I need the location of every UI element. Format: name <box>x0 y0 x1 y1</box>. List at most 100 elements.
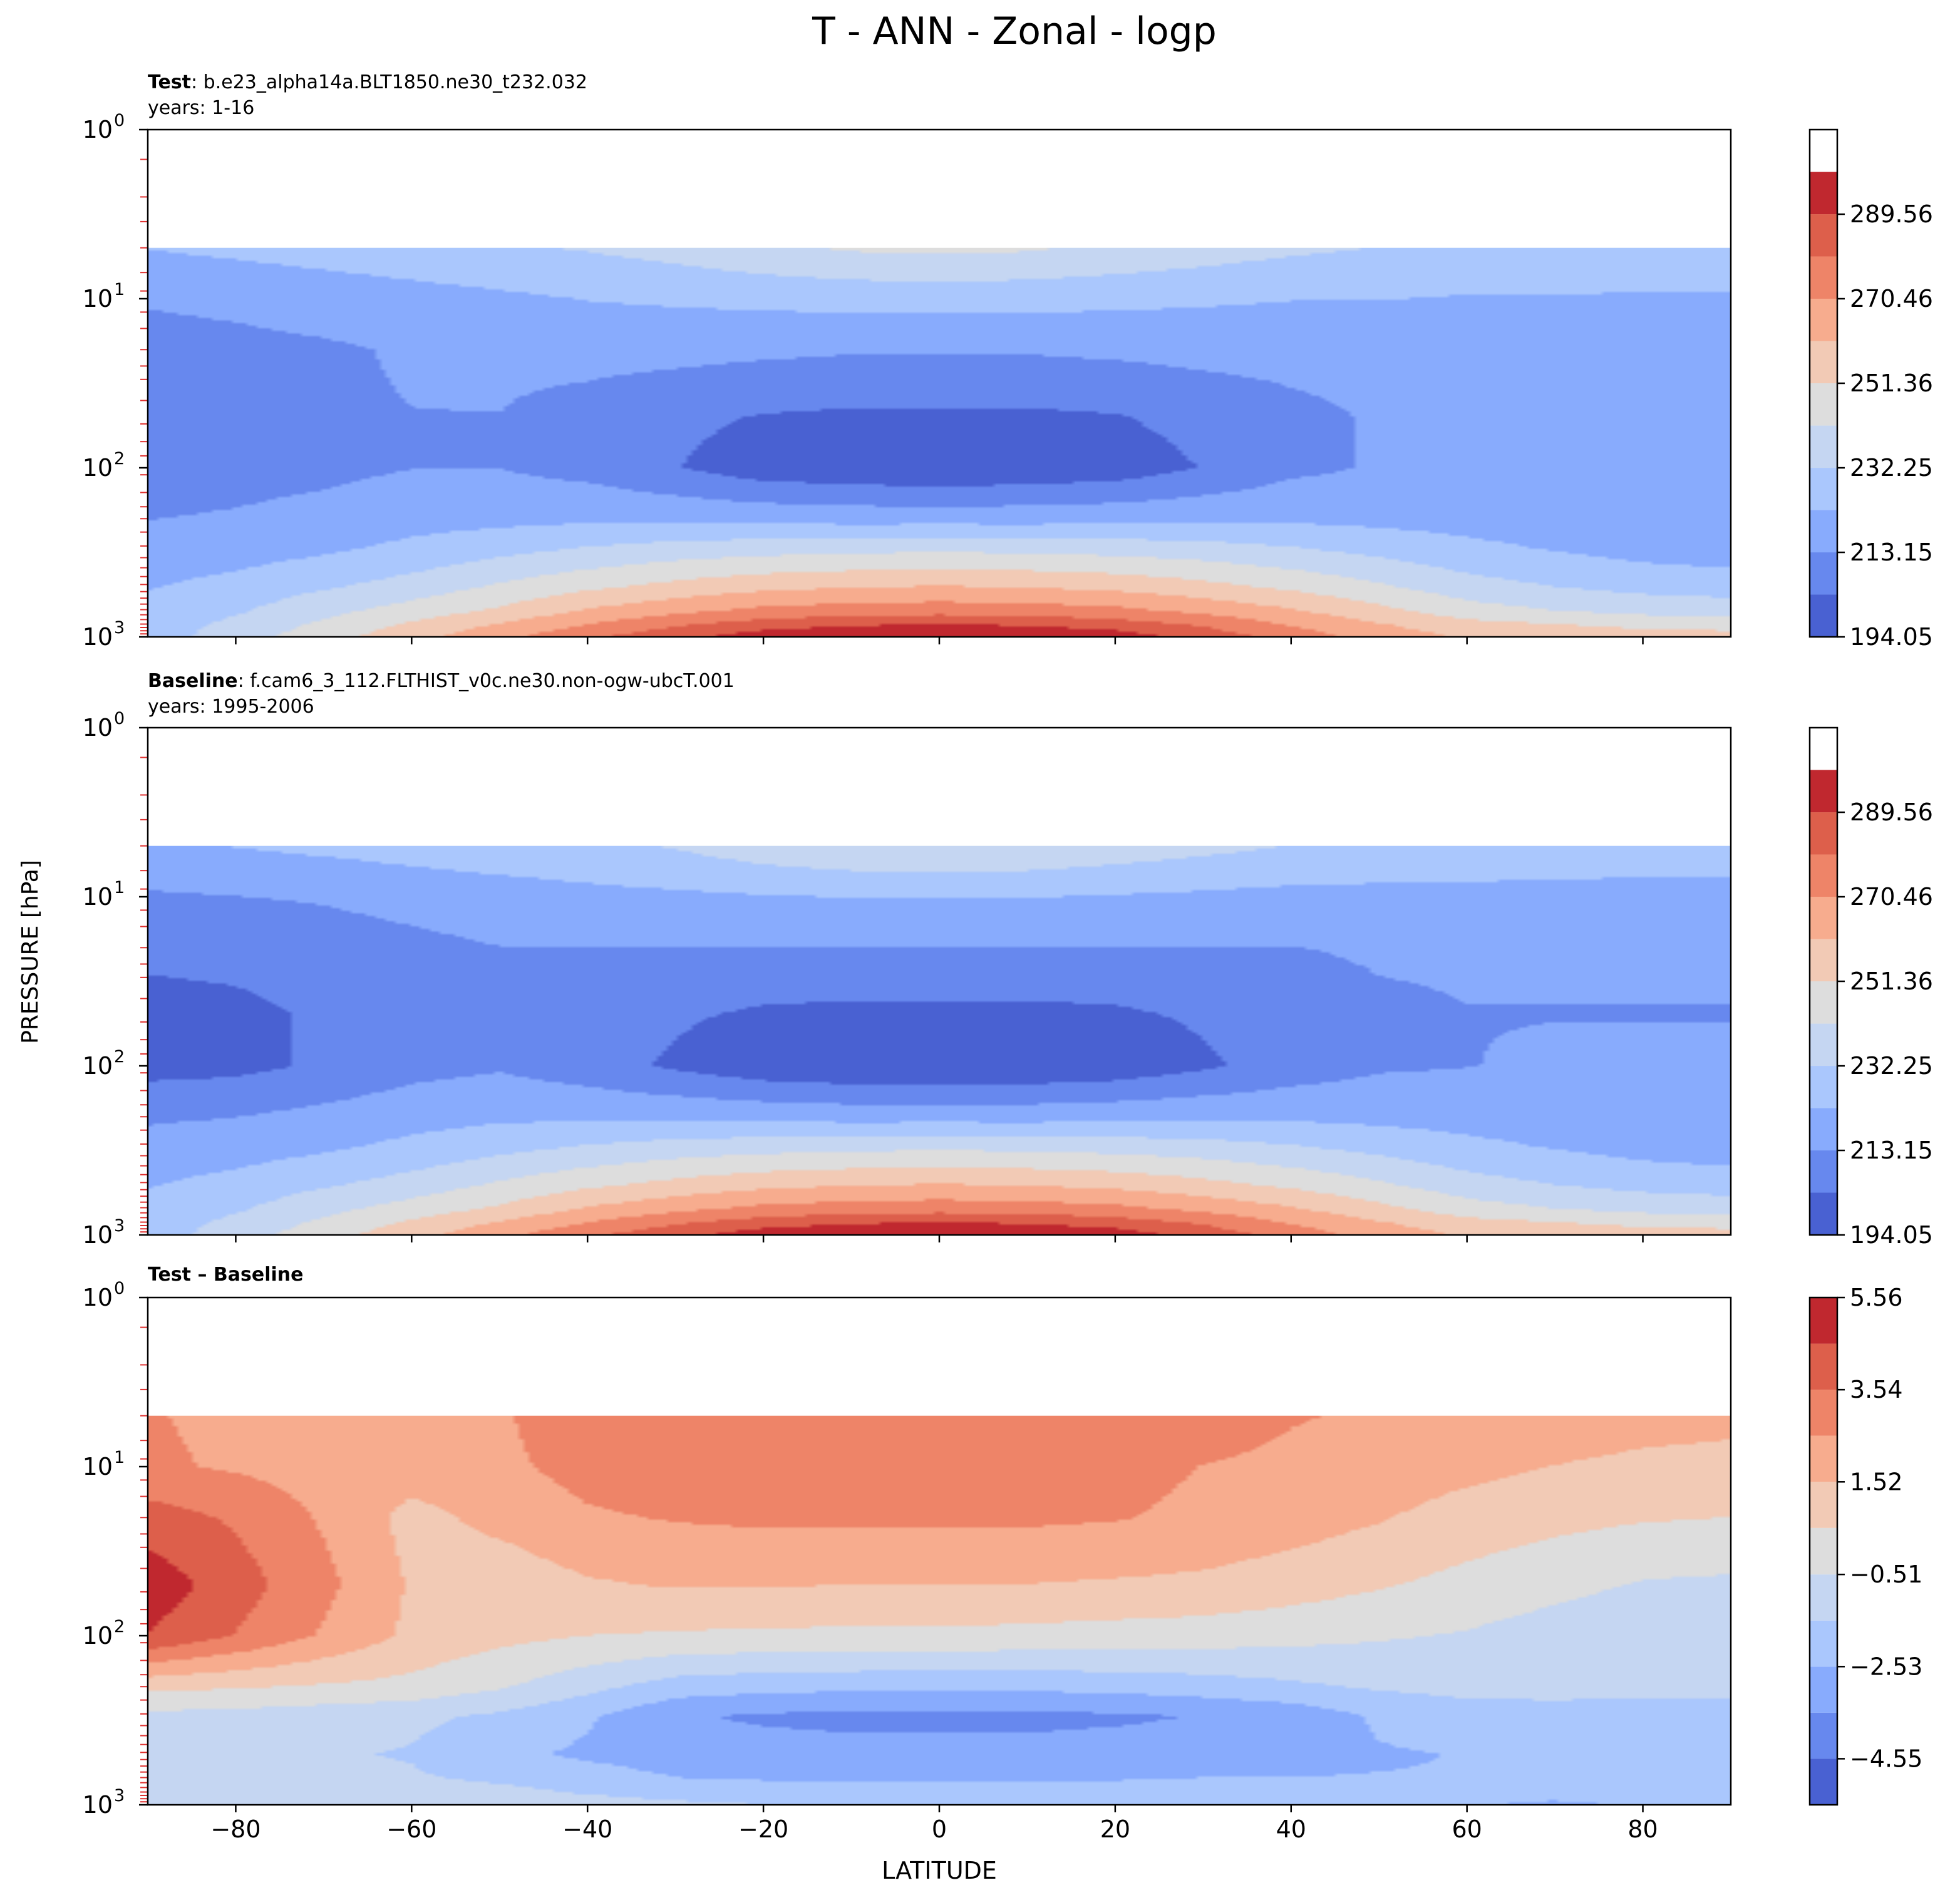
colorbar-segment <box>1810 854 1837 897</box>
colorbar-segment <box>1810 1758 1837 1805</box>
y-tick-exponent: 1 <box>114 878 125 897</box>
y-tick-label: 10 <box>83 1622 113 1650</box>
panel-baseline-colorbar: 194.05 213.15 232.25 251.36 270.46 289.56 <box>1808 726 1933 1249</box>
colorbar-tick-label: 289.56 <box>1850 798 1933 826</box>
panel-baseline-label: Baseline: f.cam6_3_112.FLTHIST_v0c.ne30.… <box>148 670 735 692</box>
y-tick-exponent: 3 <box>114 1786 125 1805</box>
colorbar-segment <box>1810 1108 1837 1151</box>
contour-fill <box>148 247 1731 637</box>
colorbar-segment <box>1810 1712 1837 1759</box>
colorbar-tick-label: 251.36 <box>1850 369 1933 397</box>
y-tick-exponent: 3 <box>114 1216 125 1236</box>
x-tick-label: −80 <box>210 1815 260 1843</box>
colorbar-tick-label: 5.56 <box>1850 1284 1903 1311</box>
y-tick-label: 10 <box>83 454 113 482</box>
panel-test-case-name: : b.e23_alpha14a.BLT1850.ne30_t232.032 <box>191 71 587 93</box>
colorbar-segment <box>1810 1390 1837 1436</box>
colorbar-segment <box>1810 1482 1837 1528</box>
y-tick-exponent: 3 <box>114 618 125 638</box>
colorbar-segment <box>1810 552 1837 595</box>
colorbar-segment <box>1810 1435 1837 1482</box>
y-tick-exponent: 2 <box>114 449 125 468</box>
colorbar-tick-label: 251.36 <box>1850 968 1933 995</box>
y-tick-exponent: 1 <box>114 1448 125 1467</box>
colorbar-segment <box>1810 594 1837 637</box>
colorbar-tick-label: 232.25 <box>1850 1052 1933 1080</box>
panel-difference-colorbar: −4.55 −2.53 −0.51 1.52 3.54 5.56 <box>1808 1284 1922 1806</box>
colorbar-segment <box>1810 1666 1837 1713</box>
y-tick-label: 10 <box>83 714 113 741</box>
colorbar-segment <box>1810 1066 1837 1108</box>
colorbar-segment <box>1810 510 1837 553</box>
colorbar-tick-label: 213.15 <box>1850 539 1933 566</box>
x-tick-label: −40 <box>562 1815 612 1843</box>
colorbar-segment <box>1810 299 1837 341</box>
panel-difference-title: Test – Baseline <box>148 1264 304 1286</box>
colorbar-segment <box>1810 1574 1837 1621</box>
colorbar-tick-label: 194.05 <box>1850 1221 1933 1249</box>
colorbar-segment <box>1810 172 1837 215</box>
colorbar-segment <box>1810 770 1837 813</box>
y-tick-label: 10 <box>83 623 113 651</box>
y-tick-label: 10 <box>83 285 113 312</box>
x-tick-label: 80 <box>1627 1815 1658 1843</box>
colorbar-segment <box>1810 383 1837 426</box>
colorbar-segment <box>1810 425 1837 468</box>
panel-baseline-case-name: : f.cam6_3_112.FLTHIST_v0c.ne30.non-ogw-… <box>238 670 735 692</box>
x-tick-label: −60 <box>386 1815 436 1843</box>
y-tick-exponent: 1 <box>114 280 125 299</box>
panel-test-years: years: 1-16 <box>148 97 254 119</box>
x-tick-label: 40 <box>1276 1815 1306 1843</box>
y-tick-exponent: 2 <box>114 1617 125 1636</box>
panel-baseline-years: years: 1995-2006 <box>148 696 314 718</box>
colorbar-segment <box>1810 1023 1837 1066</box>
colorbar-tick-label: −0.51 <box>1850 1561 1922 1588</box>
colorbar-segment <box>1810 468 1837 510</box>
colorbar-segment <box>1810 812 1837 855</box>
y-tick-label: 10 <box>83 1453 113 1480</box>
panel-test-label: Test: b.e23_alpha14a.BLT1850.ne30_t232.0… <box>148 71 587 93</box>
colorbar-frame <box>1808 1296 1839 1806</box>
colorbar-segment <box>1810 897 1837 939</box>
colorbar-tick-label: 270.46 <box>1850 285 1933 312</box>
contour-fill <box>148 845 1731 1235</box>
colorbar-tick-label: 194.05 <box>1850 623 1933 651</box>
colorbar-tick-label: 3.54 <box>1850 1376 1903 1403</box>
figure-title: T - ANN - Zonal - logp <box>812 9 1217 53</box>
panel-test: Test: b.e23_alpha14a.BLT1850.ne30_t232.0… <box>83 71 1933 651</box>
x-axis-label: LATITUDE <box>882 1857 997 1884</box>
colorbar-tick-label: 232.25 <box>1850 454 1933 482</box>
y-tick-label: 10 <box>83 1284 113 1311</box>
y-tick-exponent: 0 <box>114 709 125 728</box>
panel-baseline-case-title: Baseline <box>148 670 238 692</box>
contour-fill <box>148 1415 1731 1805</box>
colorbar-segment <box>1810 1343 1837 1390</box>
panel-test-case-title: Test <box>148 71 191 93</box>
colorbar-tick-label: 289.56 <box>1850 200 1933 228</box>
y-tick-exponent: 2 <box>114 1047 125 1066</box>
colorbar-segment <box>1810 1298 1837 1344</box>
colorbar-tick-label: −2.53 <box>1850 1653 1922 1680</box>
colorbar-segment <box>1810 1620 1837 1667</box>
colorbar-tick-label: 213.15 <box>1850 1137 1933 1164</box>
panel-difference-label: Test – Baseline <box>148 1264 304 1286</box>
x-tick-label: 20 <box>1100 1815 1130 1843</box>
y-axis-label: PRESSURE [hPa] <box>18 860 43 1044</box>
colorbar-segment <box>1810 1192 1837 1235</box>
y-tick-label: 10 <box>83 116 113 143</box>
panel-test-colorbar: 194.05 213.15 232.25 251.36 270.46 289.56 <box>1808 128 1933 651</box>
y-tick-exponent: 0 <box>114 1279 125 1298</box>
y-tick-label: 10 <box>83 1221 113 1249</box>
colorbar-tick-label: 1.52 <box>1850 1468 1903 1495</box>
x-tick-label: −20 <box>738 1815 788 1843</box>
y-tick-label: 10 <box>83 1791 113 1819</box>
colorbar-tick-label: 270.46 <box>1850 883 1933 911</box>
colorbar-segment <box>1810 341 1837 383</box>
y-tick-label: 10 <box>83 883 113 911</box>
y-tick-exponent: 0 <box>114 111 125 130</box>
x-tick-label: 0 <box>932 1815 947 1843</box>
